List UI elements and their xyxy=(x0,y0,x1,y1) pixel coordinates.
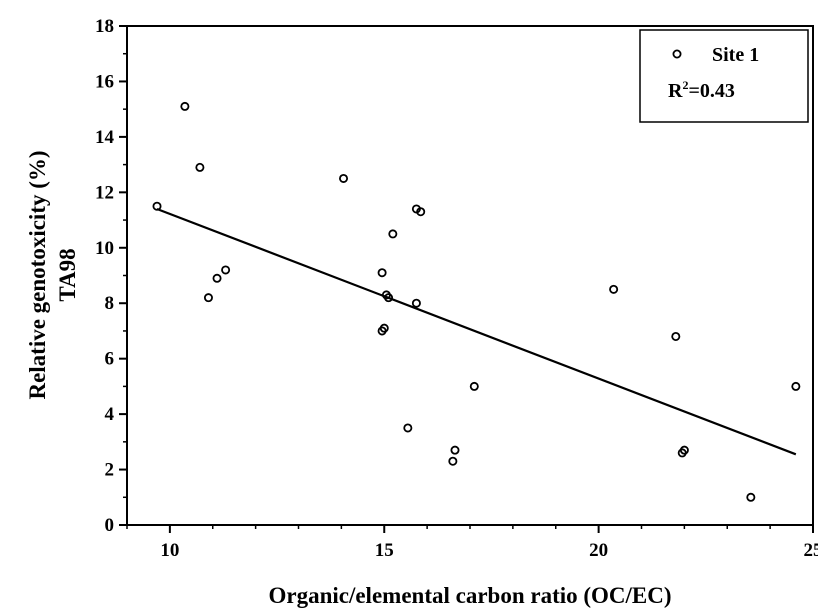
x-axis-ticks: 10 15 20 25 xyxy=(126,525,818,561)
data-point xyxy=(195,162,205,172)
r2-value: =0.43 xyxy=(688,80,734,102)
y-axis-title-line2: TA98 xyxy=(55,248,80,301)
data-point xyxy=(180,101,190,111)
data-points xyxy=(152,101,801,502)
data-point xyxy=(746,492,756,502)
data-point xyxy=(388,229,398,239)
y-tick-label: 14 xyxy=(95,127,115,148)
data-point xyxy=(448,456,458,466)
data-point xyxy=(469,381,479,391)
data-point xyxy=(339,173,349,183)
y-tick-label: 6 xyxy=(105,349,115,370)
data-point xyxy=(416,207,426,217)
x-tick-label: 10 xyxy=(160,540,179,561)
data-point xyxy=(411,298,421,308)
regression-line xyxy=(156,207,797,456)
data-point xyxy=(203,293,213,303)
y-tick-label: 18 xyxy=(95,16,114,37)
y-axis-ticks: 0 2 4 6 8 10 12 14 16 18 xyxy=(95,16,127,536)
data-point xyxy=(450,445,460,455)
y-axis-title-line1: Relative genotoxicity (%) xyxy=(25,150,50,399)
data-point xyxy=(152,201,162,211)
r2-superscript: 2 xyxy=(682,78,688,92)
y-tick-label: 12 xyxy=(95,182,114,203)
y-tick-label: 4 xyxy=(105,404,115,425)
data-point xyxy=(384,293,394,303)
r2-prefix: R xyxy=(668,80,683,102)
x-tick-label: 15 xyxy=(375,540,394,561)
y-tick-label: 2 xyxy=(105,460,115,481)
data-point xyxy=(221,265,231,275)
x-tick-label: 25 xyxy=(804,540,818,561)
legend-label: Site 1 xyxy=(712,44,759,66)
data-point xyxy=(403,423,413,433)
data-point xyxy=(379,323,389,333)
fit-line-layer xyxy=(156,207,797,456)
legend-marker-icon xyxy=(672,49,682,59)
legend-box xyxy=(639,29,809,123)
legend-r-squared: R2=0.43 xyxy=(668,78,735,102)
data-point xyxy=(791,381,801,391)
x-tick-label: 20 xyxy=(589,540,608,561)
data-point xyxy=(212,273,222,283)
y-tick-label: 16 xyxy=(95,71,114,92)
y-tick-label: 0 xyxy=(105,515,115,536)
x-axis-title: Organic/elemental carbon ratio (OC/EC) xyxy=(268,583,671,608)
data-point xyxy=(609,284,619,294)
data-point xyxy=(679,445,689,455)
y-tick-label: 8 xyxy=(105,293,115,314)
y-tick-label: 10 xyxy=(95,238,114,259)
legend: Site 1 R2=0.43 xyxy=(639,29,809,123)
data-point xyxy=(671,331,681,341)
data-point xyxy=(377,268,387,278)
